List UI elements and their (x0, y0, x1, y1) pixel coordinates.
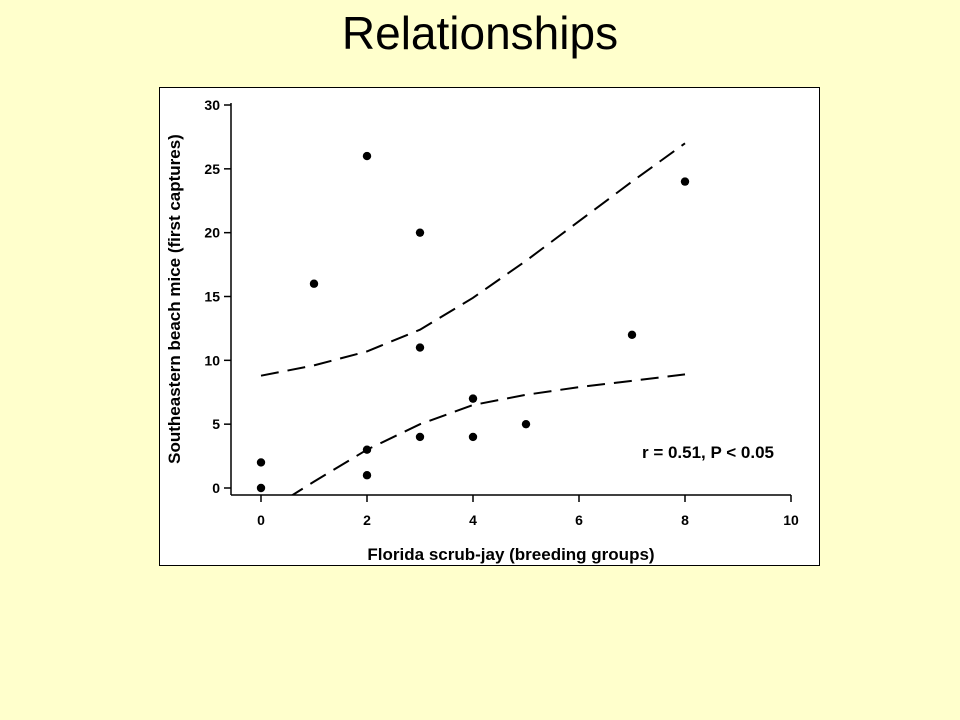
data-points (256, 151, 690, 493)
x-tick-label: 4 (469, 512, 477, 528)
chart-panel: 0 5 10 15 20 25 30 0 2 4 6 8 10 Florida scrub-jay (… (159, 87, 820, 566)
x-tick-label: 0 (257, 512, 265, 528)
data-point (362, 151, 372, 161)
confidence-bands (260, 142, 686, 495)
data-point (468, 394, 478, 403)
y-tick-label: 20 (204, 225, 220, 241)
data-point (309, 279, 319, 288)
y-ticks: 0 5 10 15 20 25 30 (204, 97, 231, 496)
slide-title: Relationships (341, 7, 619, 59)
data-point (415, 343, 425, 352)
y-tick-label: 0 (212, 480, 220, 496)
y-tick-label: 15 (204, 289, 220, 305)
x-tick-label: 2 (363, 512, 371, 528)
y-axis-label: Southeastern beach mice (first captures) (165, 134, 184, 464)
y-tick-label: 30 (204, 97, 220, 113)
confidence-band-upper (260, 142, 686, 377)
data-point (680, 177, 690, 186)
data-point (256, 458, 266, 467)
x-ticks: 0 2 4 6 8 10 (257, 495, 799, 528)
data-point (521, 419, 531, 429)
data-point (362, 471, 372, 480)
scatter-chart: 0 5 10 15 20 25 30 0 2 4 6 8 10 Florida scrub-jay (… (165, 97, 799, 564)
x-tick-label: 10 (783, 512, 799, 528)
y-tick-label: 5 (212, 416, 220, 432)
data-point (362, 445, 372, 454)
x-tick-label: 8 (681, 512, 689, 528)
data-point (256, 483, 266, 493)
data-point (415, 432, 425, 442)
correlation-annotation: r = 0.51, P < 0.05 (642, 443, 774, 462)
x-tick-label: 6 (575, 512, 583, 528)
data-point (627, 330, 637, 339)
x-axis-label: Florida scrub-jay (breeding groups) (367, 545, 654, 564)
y-tick-label: 10 (204, 352, 220, 368)
data-point (415, 228, 425, 237)
data-point (468, 432, 478, 442)
y-tick-label: 25 (204, 161, 220, 177)
confidence-band-lower (290, 373, 686, 495)
